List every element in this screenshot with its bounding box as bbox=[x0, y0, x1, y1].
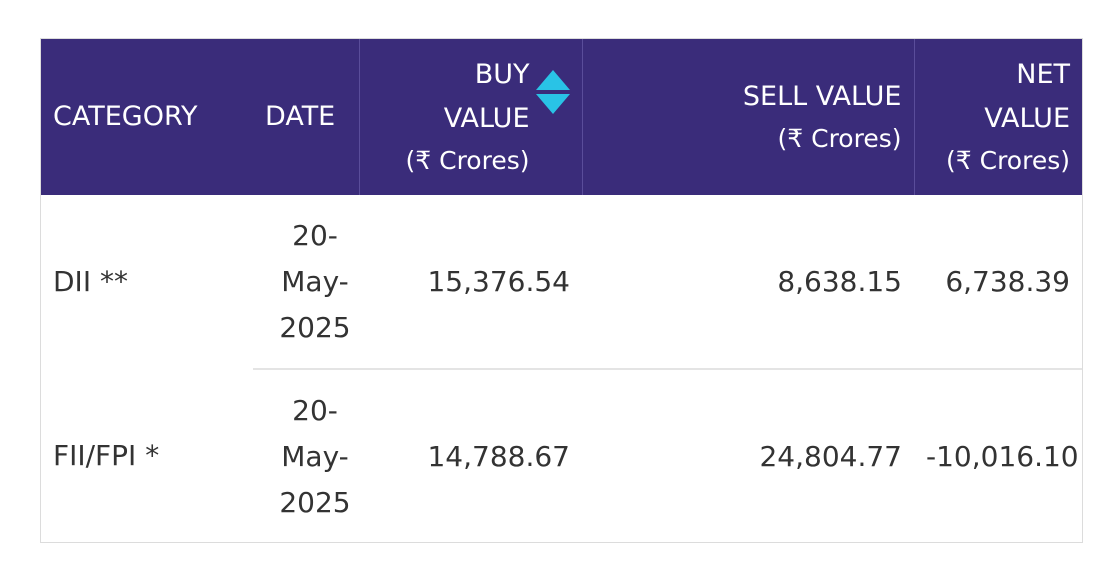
cell-date-text: 20-May-2025 bbox=[279, 393, 351, 519]
header-category-label: CATEGORY bbox=[53, 101, 198, 132]
cell-buy-value: 15,376.54 bbox=[359, 195, 582, 370]
sort-down-icon bbox=[535, 94, 570, 114]
cell-date: 20-May-2025 bbox=[253, 369, 359, 543]
cell-buy-value: 14,788.67 bbox=[427, 439, 570, 473]
header-buy-unit: (₹ Crores) bbox=[405, 146, 530, 175]
fii-dii-table-container: CATEGORY DATE BUY VALUE (₹ Crores) SELL … bbox=[40, 38, 1083, 543]
cell-net-value: 6,738.39 bbox=[914, 195, 1082, 370]
table-row: DII ** 20-May-2025 15,376.54 8,638.15 6,… bbox=[41, 195, 1082, 370]
header-date-label: DATE bbox=[265, 101, 336, 132]
cell-sell-value: 8,638.15 bbox=[582, 195, 914, 370]
header-sell-label: SELL VALUE bbox=[742, 81, 902, 112]
header-net-label: NET VALUE bbox=[984, 59, 1070, 134]
header-buy-label: BUY VALUE bbox=[443, 59, 530, 134]
table-header-row: CATEGORY DATE BUY VALUE (₹ Crores) SELL … bbox=[41, 39, 1082, 195]
fii-dii-activity-table: CATEGORY DATE BUY VALUE (₹ Crores) SELL … bbox=[41, 39, 1082, 543]
cell-category: DII ** bbox=[53, 265, 128, 298]
sort-up-icon bbox=[535, 70, 570, 90]
header-date[interactable]: DATE bbox=[253, 39, 359, 195]
cell-date: 20-May-2025 bbox=[253, 195, 359, 370]
cell-net-value: -10,016.10 bbox=[926, 439, 1079, 473]
cell-sell-value: 24,804.77 bbox=[759, 439, 902, 473]
header-net-value[interactable]: NET VALUE (₹ Crores) bbox=[913, 39, 1082, 195]
sort-up-down-icon[interactable] bbox=[535, 70, 570, 116]
header-net-unit: (₹ Crores) bbox=[946, 146, 1070, 175]
header-buy-value[interactable]: BUY VALUE (₹ Crores) bbox=[358, 39, 582, 195]
header-category[interactable]: CATEGORY bbox=[41, 39, 253, 195]
cell-category: FII/FPI * bbox=[53, 439, 160, 472]
cell-date-text: 20-May-2025 bbox=[279, 218, 351, 344]
header-sell-value[interactable]: SELL VALUE (₹ Crores) bbox=[581, 39, 914, 195]
table-row: FII/FPI * 20-May-2025 14,788.67 24,804.7… bbox=[41, 369, 1082, 543]
header-sell-unit: (₹ Crores) bbox=[777, 124, 902, 153]
